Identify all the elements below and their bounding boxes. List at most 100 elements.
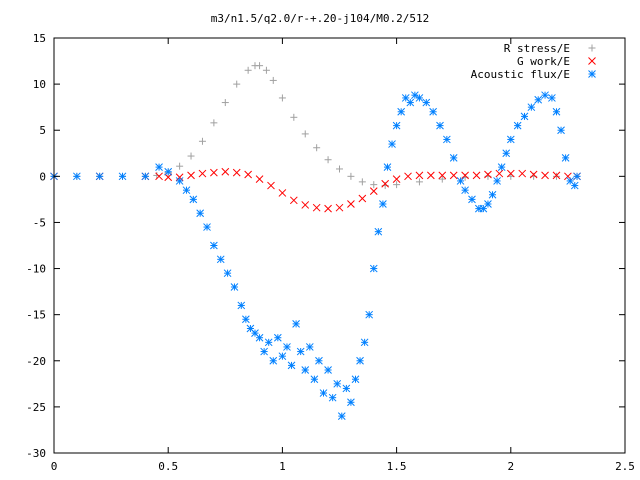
data-point [369, 187, 378, 195]
data-point [198, 137, 206, 145]
data-point [356, 356, 364, 365]
y-tick-label: -25 [26, 401, 46, 414]
data-point [506, 135, 515, 144]
data-point [347, 200, 355, 208]
data-point [155, 172, 163, 181]
data-point [95, 172, 104, 181]
series-0 [50, 62, 581, 190]
data-point [379, 200, 387, 208]
data-point [216, 255, 225, 264]
data-point [164, 173, 173, 182]
data-point [336, 165, 343, 173]
data-point [566, 177, 575, 185]
data-point [415, 94, 424, 102]
data-point [468, 195, 476, 204]
data-point [497, 163, 506, 171]
legend-marker [588, 44, 596, 52]
data-point [262, 66, 270, 74]
data-point [365, 310, 374, 319]
data-point [221, 99, 229, 107]
y-tick-label: -30 [26, 447, 46, 460]
axes-layer: 0 0.5 1 1.5 2 2.5 15 10 5 0 -5 -10 -15 -20 -25 -30 [26, 32, 635, 473]
data-point [392, 175, 401, 183]
data-point [319, 389, 328, 397]
data-point [456, 177, 465, 185]
data-point [415, 171, 424, 180]
data-point [301, 201, 310, 209]
data-point [269, 76, 277, 84]
data-point [374, 227, 383, 236]
data-point [210, 168, 218, 177]
data-point [506, 169, 515, 178]
data-point [196, 209, 205, 218]
x-tick-label: 1.5 [387, 460, 407, 473]
data-point [296, 347, 305, 356]
y-tick-label: 15 [33, 32, 46, 45]
data-point [310, 375, 319, 384]
data-point [232, 168, 241, 177]
data-point [388, 140, 396, 148]
data-point [278, 189, 287, 197]
data-point [305, 343, 314, 351]
y-tick-label: 10 [33, 78, 46, 91]
data-point [347, 172, 355, 180]
data-point [269, 356, 278, 365]
data-point [429, 107, 437, 116]
data-point [164, 167, 173, 176]
data-point [557, 126, 565, 135]
data-point [210, 119, 218, 127]
data-point [561, 154, 570, 162]
data-point [337, 412, 346, 420]
data-point [335, 203, 344, 212]
data-point [155, 163, 163, 171]
data-point [244, 170, 252, 179]
data-point [333, 379, 342, 388]
data-point [541, 171, 549, 180]
data-point [313, 144, 321, 152]
data-point [244, 66, 252, 74]
data-point [518, 169, 527, 178]
data-point [324, 204, 332, 213]
chart-title: m3/n1.5/q2.0/r-+.20-j104/M0.2/512 [210, 12, 430, 25]
data-point [198, 169, 207, 178]
data-point [118, 172, 127, 181]
data-point [513, 121, 522, 130]
data-point [187, 152, 195, 160]
data-point [493, 177, 501, 185]
data-point [283, 343, 291, 351]
data-point [484, 200, 492, 208]
data-point [548, 94, 556, 102]
data-point [301, 130, 309, 138]
data-point [175, 173, 184, 182]
data-point [484, 170, 492, 179]
data-point [255, 333, 264, 342]
data-point [573, 172, 581, 181]
series-2 [50, 91, 581, 420]
data-point [436, 121, 444, 130]
data-point [260, 347, 268, 356]
data-point [427, 171, 435, 180]
x-tick-label: 0.5 [158, 460, 178, 473]
data-point [552, 171, 561, 180]
data-point [393, 181, 401, 189]
data-point [449, 171, 458, 180]
data-point [461, 171, 469, 180]
data-point [289, 196, 298, 205]
data-point [264, 338, 273, 347]
data-point [278, 94, 286, 102]
y-tick-label: 0 [39, 170, 46, 183]
x-tick-label: 0 [51, 460, 58, 473]
legend-marker [588, 70, 596, 78]
data-point [351, 375, 360, 384]
data-point [358, 194, 367, 203]
x-tick-label: 2 [507, 460, 514, 473]
data-point [72, 172, 81, 181]
data-point [141, 172, 150, 181]
legend-marker [588, 57, 596, 65]
y-tick-label: -15 [26, 309, 46, 322]
y-tick-label: -10 [26, 263, 46, 276]
data-point [415, 178, 423, 186]
data-point [237, 301, 246, 310]
x-tick-label: 2.5 [615, 460, 635, 473]
data-point [552, 172, 560, 180]
